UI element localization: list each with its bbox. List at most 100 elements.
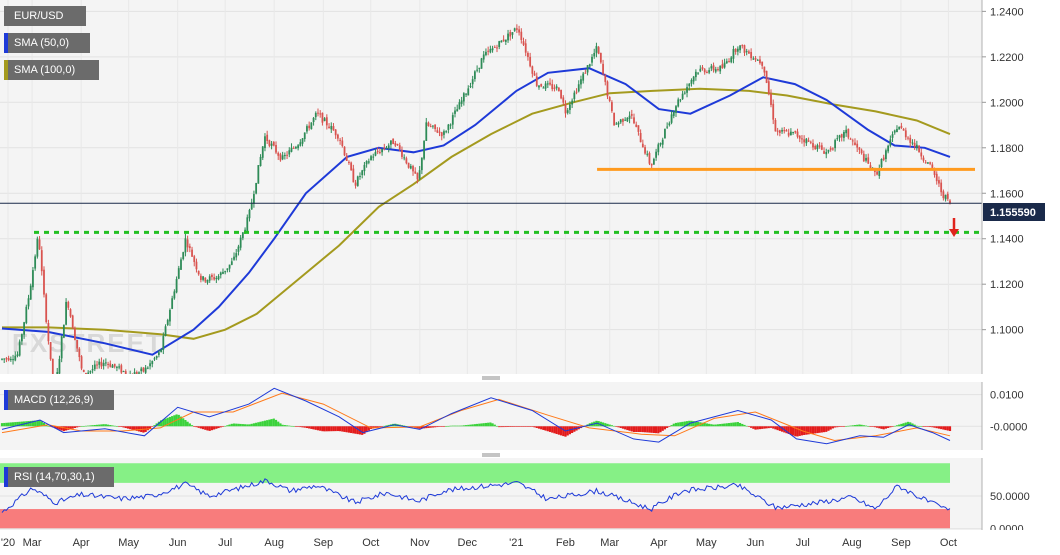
macd-histogram-bar	[380, 426, 384, 427]
macd-histogram-bar	[471, 424, 474, 427]
macd-histogram-bar	[243, 424, 247, 427]
candle-body	[909, 137, 912, 143]
price-gridlines	[0, 0, 982, 374]
macd-histogram-bar	[151, 426, 154, 427]
candle-body	[151, 361, 154, 365]
macd-histogram-bar	[849, 425, 852, 427]
macd-histogram-bar	[210, 426, 214, 431]
candle-body	[809, 141, 812, 143]
macd-histogram-bar	[168, 416, 172, 427]
macd-histogram-bar	[237, 423, 240, 427]
candle-body	[239, 237, 242, 248]
candle-body	[177, 268, 180, 279]
candle-body	[197, 270, 200, 275]
macd-histogram-bar	[867, 425, 870, 427]
candle-body	[759, 59, 761, 64]
candle-body	[476, 69, 479, 71]
macd-histogram-bar	[464, 425, 468, 427]
symbol-legend[interactable]: EUR/USD	[4, 6, 86, 26]
macd-histogram-bar	[944, 426, 947, 431]
candle-body	[416, 172, 419, 180]
candle-body	[940, 182, 943, 193]
price-panel[interactable]: FXSTREET 1.10001.12001.14001.16001.18001…	[0, 0, 1045, 392]
sma100-legend[interactable]: SMA (100,0)	[4, 60, 99, 80]
macd-histogram-bar	[327, 426, 331, 432]
candle-body	[847, 128, 850, 138]
candle-body	[778, 130, 781, 133]
candle-body	[195, 261, 198, 270]
candle-body	[681, 93, 684, 99]
macd-histogram-bar	[73, 426, 77, 429]
macd-histogram-bar	[913, 424, 916, 427]
macd-histogram-bar	[204, 426, 207, 430]
candle-body	[113, 363, 116, 367]
macd-legend[interactable]: MACD (12,26,9)	[4, 390, 114, 410]
candle-body	[694, 71, 697, 78]
last-price-badge-background	[983, 203, 1045, 221]
macd-histogram-bar	[624, 426, 627, 430]
macd-histogram-bar	[803, 426, 806, 435]
macd-histogram-bar	[641, 426, 644, 433]
macd-histogram-bar	[148, 426, 152, 429]
macd-histogram-bar	[856, 424, 859, 427]
macd-histogram-bar	[902, 423, 905, 427]
candle-body	[946, 193, 949, 199]
candle-body	[712, 65, 715, 71]
macd-histogram-bar	[685, 421, 689, 427]
macd-panel[interactable]: 0.0100 -0.0000	[0, 382, 1027, 450]
sma50-legend[interactable]: SMA (50,0)	[4, 33, 90, 53]
macd-histogram-bar	[120, 426, 123, 427]
candle-body	[109, 363, 112, 367]
candle-body	[107, 363, 109, 365]
macd-histogram-bar	[858, 424, 861, 427]
candle-body	[893, 130, 896, 133]
macd-histogram-bar	[487, 422, 490, 427]
macd-histogram-bar	[345, 426, 348, 433]
candle-body	[838, 135, 841, 138]
candle-body	[51, 358, 54, 385]
macd-histogram-bar	[506, 426, 510, 427]
macd-histogram-bar	[769, 426, 773, 428]
macd-histogram-bar	[197, 426, 200, 428]
macd-histogram-bar	[659, 426, 662, 433]
macd-histogram-bar	[654, 426, 658, 434]
candle-body	[370, 156, 372, 161]
macd-histogram-bar	[712, 424, 715, 427]
candle-body	[535, 76, 538, 86]
candle-body	[213, 277, 216, 280]
candle-body	[571, 100, 574, 105]
candle-body	[584, 72, 587, 74]
candle-body	[356, 176, 359, 186]
candle-body	[25, 306, 28, 324]
macd-histogram-bar	[774, 426, 777, 430]
panel-resize-handle-1[interactable]	[0, 374, 982, 382]
candle-body	[427, 122, 430, 126]
candle-body	[591, 56, 593, 63]
macd-histogram-bar	[56, 426, 59, 429]
macd-histogram-bar	[376, 426, 379, 428]
macd-histogram-bar	[911, 423, 914, 427]
candle-body	[451, 115, 454, 125]
panel-resize-handle-2[interactable]	[0, 450, 982, 458]
macd-histogram-bar	[809, 426, 812, 435]
candle-body	[829, 148, 832, 150]
macd-histogram-bar	[493, 424, 496, 427]
candle-body	[60, 336, 63, 359]
macd-histogram-bar	[920, 426, 923, 427]
macd-histogram-bar	[853, 425, 857, 427]
candle-body	[513, 28, 516, 31]
candle-body	[314, 112, 317, 118]
candle-body	[336, 134, 339, 139]
candle-body	[303, 132, 306, 140]
macd-histogram-bar	[732, 422, 735, 427]
macd-label: MACD (12,26,9)	[14, 394, 94, 406]
candle-body	[323, 118, 326, 122]
candle-body	[679, 99, 682, 101]
rsi-legend[interactable]: RSI (14,70,30,1)	[4, 467, 114, 487]
candle-body	[714, 69, 717, 72]
candle-body	[898, 126, 901, 130]
macd-histogram-bar	[137, 426, 141, 432]
candle-body	[96, 364, 98, 366]
macd-histogram-bar	[259, 421, 262, 427]
